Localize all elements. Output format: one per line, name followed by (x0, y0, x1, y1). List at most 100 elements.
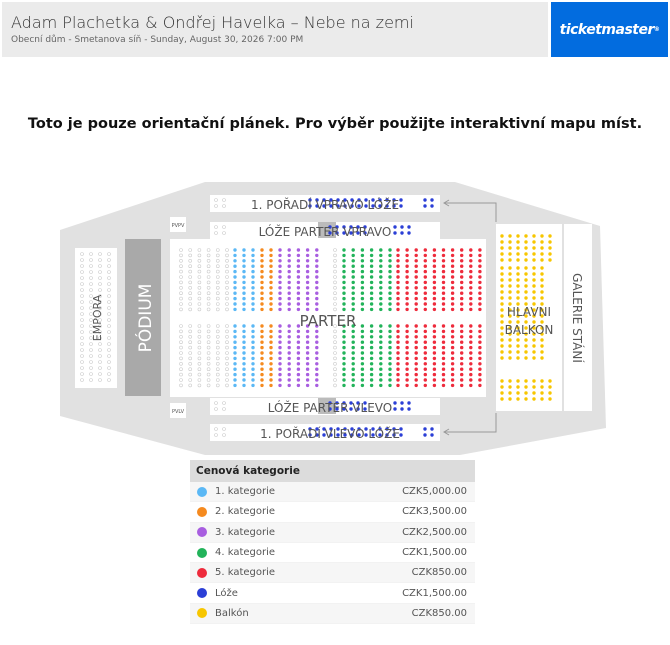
seat[interactable] (322, 427, 326, 431)
seat[interactable] (360, 280, 365, 285)
seat[interactable] (524, 379, 528, 383)
seat[interactable] (251, 367, 255, 371)
seat[interactable] (351, 362, 355, 366)
seat[interactable] (351, 275, 355, 279)
seat[interactable] (432, 372, 437, 377)
seat[interactable] (287, 356, 291, 361)
seat[interactable] (441, 367, 446, 371)
seat[interactable] (450, 356, 455, 361)
seat[interactable] (500, 332, 504, 336)
seat[interactable] (478, 367, 482, 371)
seat[interactable] (371, 427, 375, 431)
seat[interactable] (532, 350, 536, 354)
seat[interactable] (405, 372, 409, 377)
seat[interactable] (269, 345, 273, 350)
seat[interactable] (315, 433, 319, 437)
seat[interactable] (396, 345, 400, 350)
seat[interactable] (369, 286, 374, 290)
seat[interactable] (405, 264, 409, 268)
seat[interactable] (388, 372, 392, 377)
seat[interactable] (450, 286, 455, 290)
seat[interactable] (296, 324, 301, 328)
seat[interactable] (260, 291, 264, 295)
seat[interactable] (251, 264, 255, 268)
seat[interactable] (260, 269, 264, 274)
seat[interactable] (405, 335, 409, 339)
seat[interactable] (342, 231, 346, 235)
seat[interactable] (242, 372, 246, 377)
seat[interactable] (278, 362, 282, 366)
seat[interactable] (342, 302, 346, 306)
seat[interactable] (478, 275, 482, 279)
seat[interactable] (287, 275, 291, 279)
seat[interactable] (516, 296, 520, 300)
seat[interactable] (269, 340, 273, 344)
seat[interactable] (342, 378, 346, 382)
seat[interactable] (396, 372, 400, 377)
seat[interactable] (369, 253, 374, 258)
seat[interactable] (251, 329, 255, 334)
seat[interactable] (242, 307, 246, 312)
seat[interactable] (441, 264, 446, 268)
seat[interactable] (278, 329, 282, 334)
seat[interactable] (500, 344, 504, 348)
seat[interactable] (460, 269, 464, 274)
seat[interactable] (315, 340, 319, 344)
seat[interactable] (516, 284, 520, 288)
seat[interactable] (469, 280, 473, 285)
seat[interactable] (342, 280, 346, 285)
seat[interactable] (350, 433, 354, 437)
seat[interactable] (450, 372, 455, 377)
seat[interactable] (343, 427, 347, 431)
seat[interactable] (460, 259, 464, 263)
seat[interactable] (242, 335, 246, 339)
seat[interactable] (342, 351, 346, 355)
seat[interactable] (532, 302, 536, 306)
seat[interactable] (516, 320, 520, 324)
seat[interactable] (432, 275, 437, 279)
seat[interactable] (540, 234, 544, 238)
seat[interactable] (396, 253, 400, 258)
seat[interactable] (269, 259, 273, 263)
seat[interactable] (460, 340, 464, 344)
seat[interactable] (516, 308, 520, 312)
seat[interactable] (540, 252, 544, 256)
seat[interactable] (269, 280, 273, 285)
seat[interactable] (469, 259, 473, 263)
seat[interactable] (508, 266, 512, 270)
seat[interactable] (500, 284, 504, 288)
seat[interactable] (432, 248, 437, 252)
seat[interactable] (508, 240, 512, 244)
seat[interactable] (508, 314, 512, 318)
seat[interactable] (508, 234, 512, 238)
seat[interactable] (360, 269, 365, 274)
seat[interactable] (371, 433, 375, 437)
seat[interactable] (423, 356, 427, 361)
seat[interactable] (335, 407, 339, 411)
seat[interactable] (388, 275, 392, 279)
seat[interactable] (388, 383, 392, 388)
seat[interactable] (400, 225, 404, 229)
seat[interactable] (305, 345, 310, 350)
seat[interactable] (251, 335, 255, 339)
seat[interactable] (260, 335, 264, 339)
seat[interactable] (233, 248, 237, 252)
seat[interactable] (233, 296, 237, 301)
seat[interactable] (242, 356, 246, 361)
seat[interactable] (423, 329, 427, 334)
seat[interactable] (423, 275, 427, 279)
seat[interactable] (524, 332, 528, 336)
seat[interactable] (315, 378, 319, 382)
seat[interactable] (432, 286, 437, 290)
seat[interactable] (388, 269, 392, 274)
seat[interactable] (315, 291, 319, 295)
seat[interactable] (388, 356, 392, 361)
seat[interactable] (407, 225, 411, 229)
seat[interactable] (540, 314, 544, 318)
seat[interactable] (516, 338, 520, 342)
seat[interactable] (379, 362, 383, 366)
seat[interactable] (385, 198, 389, 202)
seat[interactable] (296, 296, 301, 301)
seat[interactable] (342, 259, 346, 263)
seat[interactable] (396, 340, 400, 344)
